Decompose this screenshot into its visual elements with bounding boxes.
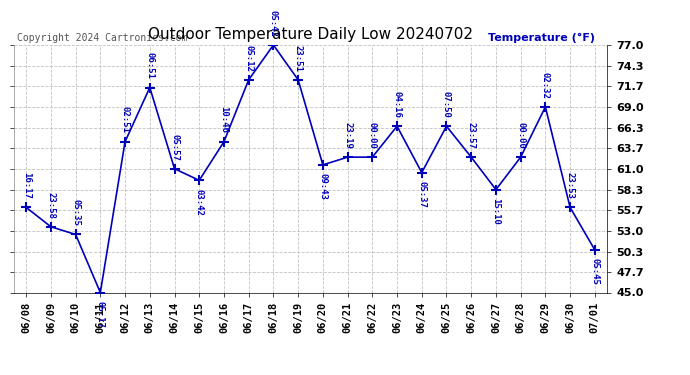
Text: Temperature (°F): Temperature (°F): [489, 33, 595, 42]
Text: 02:51: 02:51: [121, 106, 130, 134]
Text: 23:58: 23:58: [46, 192, 55, 218]
Text: 10:46: 10:46: [219, 106, 228, 134]
Text: 23:53: 23:53: [566, 172, 575, 199]
Text: 00:00: 00:00: [368, 122, 377, 149]
Text: 23:19: 23:19: [343, 122, 352, 149]
Text: 23:51: 23:51: [294, 45, 303, 72]
Text: 05:12: 05:12: [244, 45, 253, 72]
Text: 05:17: 05:17: [96, 301, 105, 328]
Text: 09:43: 09:43: [318, 173, 327, 200]
Text: Copyright 2024 Cartronics.com: Copyright 2024 Cartronics.com: [17, 33, 187, 42]
Text: 00:00: 00:00: [516, 122, 525, 149]
Text: 15:10: 15:10: [491, 198, 500, 225]
Text: 06:51: 06:51: [146, 53, 155, 79]
Text: 05:35: 05:35: [71, 199, 80, 226]
Text: 05:57: 05:57: [170, 134, 179, 160]
Text: 05:42: 05:42: [269, 10, 278, 37]
Text: 04:16: 04:16: [393, 91, 402, 118]
Text: 07:50: 07:50: [442, 91, 451, 118]
Title: Outdoor Temperature Daily Low 20240702: Outdoor Temperature Daily Low 20240702: [148, 27, 473, 42]
Text: 23:57: 23:57: [466, 122, 475, 149]
Text: 05:45: 05:45: [591, 258, 600, 285]
Text: 05:37: 05:37: [417, 181, 426, 208]
Text: 03:42: 03:42: [195, 189, 204, 216]
Text: 02:32: 02:32: [541, 72, 550, 99]
Text: 16:17: 16:17: [21, 172, 30, 199]
